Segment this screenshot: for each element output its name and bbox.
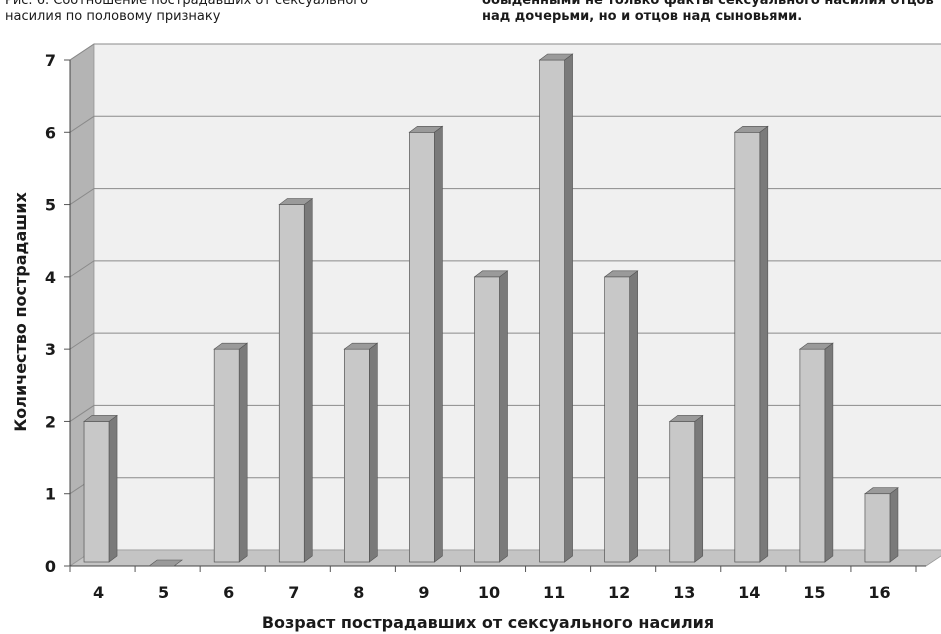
y-tick-label-1: 1: [45, 485, 56, 504]
bar-top-14: [733, 125, 769, 133]
x-tick-label-14: 14: [738, 583, 760, 602]
bar-16: [864, 493, 891, 563]
bar-side-16: [889, 487, 899, 563]
x-tick-label-11: 11: [543, 583, 565, 602]
body-text-line-1: обыденными не только факты сексуального …: [482, 0, 934, 8]
bar-top-6: [213, 342, 249, 350]
x-tick-label-4: 4: [93, 583, 104, 602]
bar-11: [539, 59, 565, 563]
bar-top-12: [603, 270, 639, 278]
bar-side-10: [499, 270, 508, 563]
figure-caption-left: Рис. 6. Соотношение пострадавших от секс…: [5, 0, 368, 25]
gridline-4: [69, 260, 941, 278]
caption-left-line-2: насилия по половому признаку: [5, 9, 221, 24]
bar-top-8: [343, 342, 379, 350]
y-tick-label-5: 5: [45, 196, 56, 215]
x-tick-label-10: 10: [478, 583, 500, 602]
caption-left-line-1: Рис. 6. Соотношение пострадавших от секс…: [5, 0, 369, 8]
bar-top-11: [538, 53, 574, 61]
bar-14: [734, 131, 761, 563]
x-tick-label-13: 13: [673, 583, 695, 602]
bar-side-9: [434, 125, 443, 563]
x-tick-label-16: 16: [868, 583, 890, 602]
bar-10: [474, 276, 500, 563]
x-tick-label-7: 7: [288, 583, 299, 602]
bar-top-13: [668, 415, 704, 422]
gridline-3: [69, 332, 941, 350]
bar-8: [343, 348, 370, 563]
bar-9: [409, 131, 435, 563]
x-tick-label-8: 8: [353, 583, 364, 602]
gridline-7: [69, 43, 941, 61]
y-tick-label-3: 3: [45, 340, 56, 359]
y-tick-label-6: 6: [45, 123, 56, 142]
bar-top-15: [798, 342, 834, 350]
bar-side-7: [303, 197, 313, 563]
bar-side-4: [108, 414, 118, 563]
x-tick-label-9: 9: [418, 583, 429, 602]
bar-top-4: [83, 415, 118, 422]
gridline-5: [69, 188, 941, 205]
bar-side-14: [759, 125, 769, 563]
bar-top-9: [408, 125, 444, 133]
body-text-line-2: над дочерьми, но и отцов над сыновьями.: [482, 9, 803, 24]
gridline-2: [69, 404, 941, 422]
bar-side-11: [564, 53, 573, 563]
bar-side-12: [629, 270, 638, 563]
bar-13: [669, 421, 696, 563]
bar-top-5: [148, 559, 184, 567]
y-tick-label-0: 0: [45, 557, 56, 576]
bar-side-15: [824, 342, 834, 563]
x-axis-label: Возраст пострадавших от сексуального нас…: [262, 613, 714, 632]
y-tick-label-7: 7: [45, 51, 56, 70]
y-tick-label-4: 4: [45, 268, 56, 287]
x-tick-label-15: 15: [803, 583, 825, 602]
y-tick-label-2: 2: [45, 412, 56, 431]
y-axis-label: Количество пострадаших: [11, 192, 30, 432]
bar-4: [83, 421, 110, 563]
bar-top-10: [473, 270, 509, 278]
x-tick-label-6: 6: [223, 583, 234, 602]
bar-6: [213, 348, 240, 563]
bar-side-6: [238, 342, 248, 563]
bar-side-13: [694, 414, 704, 563]
bar-7: [278, 204, 305, 563]
x-tick-label-12: 12: [608, 583, 630, 602]
gridline-6: [69, 115, 941, 133]
bar-12: [604, 276, 631, 563]
x-tick-label-5: 5: [158, 583, 169, 602]
body-text-fragment: обыденными не только факты сексуального …: [482, 0, 934, 25]
bar-top-7: [278, 198, 314, 205]
bar-side-8: [369, 342, 378, 563]
bar-top-16: [864, 487, 899, 495]
bar-15: [799, 348, 826, 563]
